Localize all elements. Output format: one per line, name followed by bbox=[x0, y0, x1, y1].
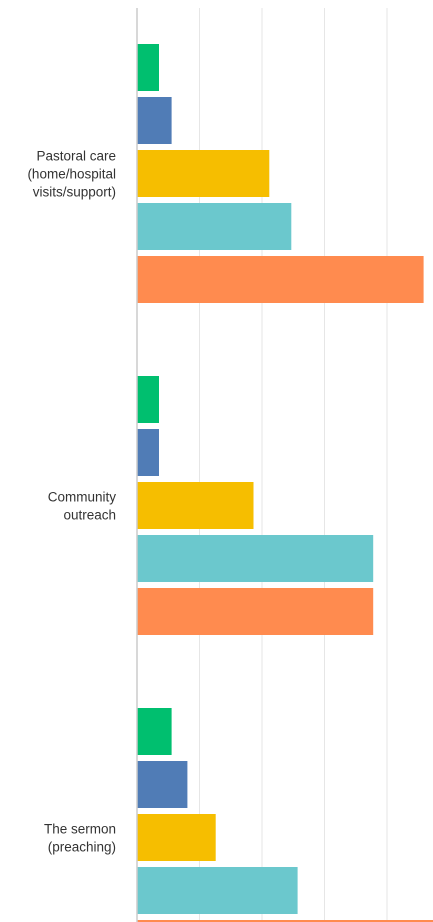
bars bbox=[137, 44, 433, 922]
category-label-line: Community bbox=[48, 490, 117, 505]
bar-cat3-series1 bbox=[137, 708, 172, 755]
category-label-line: Pastoral care bbox=[36, 149, 116, 164]
category-label-line: visits/support) bbox=[33, 185, 116, 200]
bar-cat3-series4 bbox=[137, 867, 298, 914]
bar-cat2-series3 bbox=[137, 482, 254, 529]
bar-cat1-series5 bbox=[137, 256, 424, 303]
category-label-line: (preaching) bbox=[48, 840, 116, 855]
bar-cat1-series2 bbox=[137, 97, 172, 144]
gridlines bbox=[199, 8, 388, 922]
bar-cat3-series5 bbox=[137, 920, 433, 922]
category-label-line: (home/hospital bbox=[27, 167, 116, 182]
category-label: The sermon (preaching) bbox=[44, 822, 116, 855]
category-label-line: The sermon bbox=[44, 822, 116, 837]
bar-cat3-series2 bbox=[137, 761, 188, 808]
bar-cat2-series2 bbox=[137, 429, 159, 476]
category-labels: Pastoral care (home/hospital visits/suppor… bbox=[27, 149, 116, 855]
category-label: Community outreach bbox=[48, 490, 117, 523]
bar-cat3-series3 bbox=[137, 814, 216, 861]
bar-cat2-series4 bbox=[137, 535, 374, 582]
bar-cat1-series4 bbox=[137, 203, 292, 250]
category-label-line: outreach bbox=[63, 508, 116, 523]
bar-cat1-series1 bbox=[137, 44, 159, 91]
category-label: Pastoral care (home/hospital visits/suppor… bbox=[27, 149, 116, 200]
bar-cat2-series5 bbox=[137, 588, 374, 635]
bar-cat2-series1 bbox=[137, 376, 159, 423]
bar-cat1-series3 bbox=[137, 150, 270, 197]
